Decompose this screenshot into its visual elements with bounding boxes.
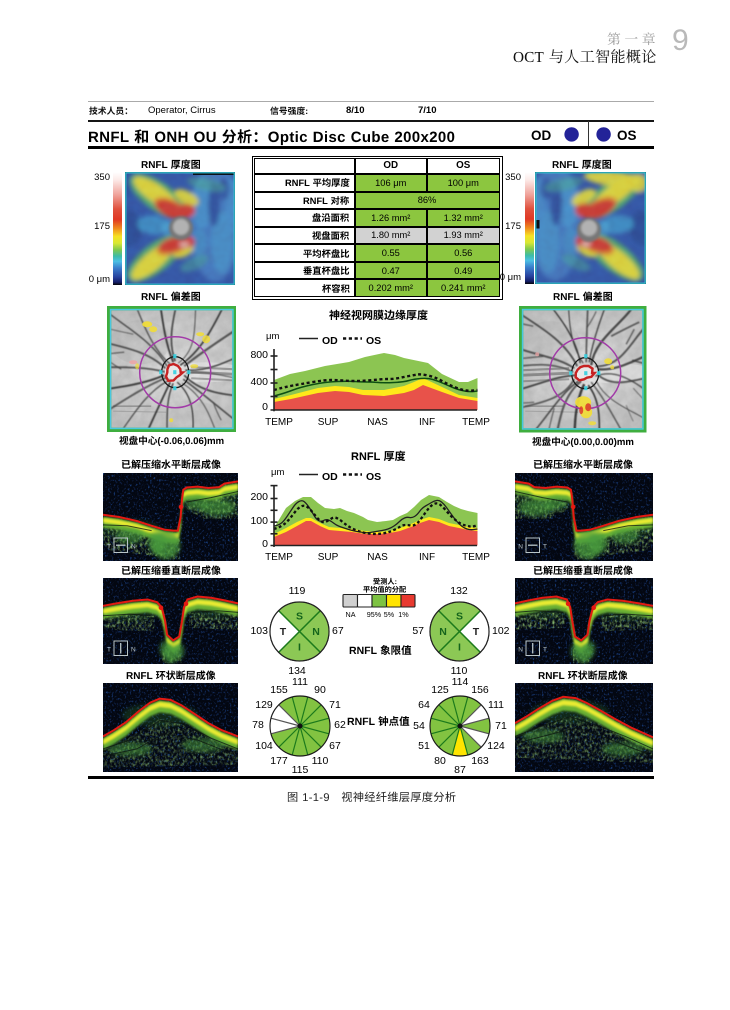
svg-text:T: T (107, 544, 111, 551)
svg-text:I: I (298, 641, 301, 653)
svg-text:N: N (131, 647, 136, 654)
svg-text:N: N (518, 544, 523, 551)
svg-text:T: T (543, 544, 547, 551)
svg-text:N: N (439, 626, 447, 638)
svg-text:T: T (280, 626, 287, 638)
svg-text:T: T (543, 647, 547, 654)
svg-text:N: N (312, 626, 320, 638)
svg-text:T: T (107, 647, 111, 654)
svg-text:S: S (455, 611, 462, 623)
svg-text:I: I (458, 641, 461, 653)
svg-text:S: S (296, 611, 303, 623)
svg-text:T: T (472, 626, 479, 638)
svg-text:N: N (131, 544, 136, 551)
svg-text:N: N (518, 647, 523, 654)
